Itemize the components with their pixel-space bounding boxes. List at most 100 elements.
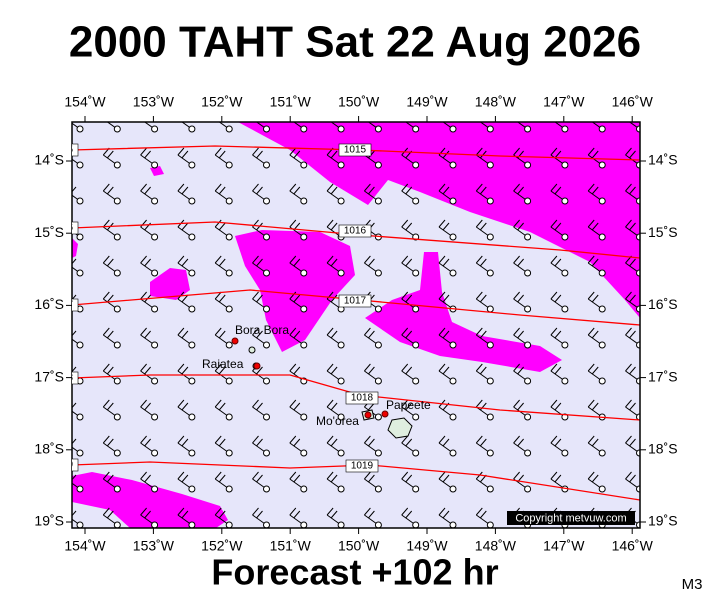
wind-station [449, 269, 457, 277]
isobar-label-box [338, 294, 372, 308]
lon-tick-label: 151˚W [270, 538, 312, 554]
lon-tick-label: 152˚W [201, 94, 243, 110]
wind-station [300, 269, 308, 277]
wind-station [225, 377, 233, 385]
lon-tick-label: 147˚W [543, 538, 585, 554]
wind-station [151, 377, 159, 385]
lat-tick-label: 19˚S [648, 513, 678, 529]
wind-station [225, 521, 233, 528]
wind-station [113, 377, 121, 385]
wind-station [300, 161, 308, 169]
lon-tick-label: 149˚W [406, 94, 448, 110]
island [387, 417, 413, 439]
wind-station [188, 161, 196, 169]
isobar-label: 1019 [351, 461, 374, 472]
wind-station [598, 341, 606, 349]
wind-station [524, 485, 532, 493]
wind-station [449, 449, 457, 457]
lon-tick-label: 150˚W [338, 538, 380, 554]
wind-station [337, 161, 345, 169]
wind-station [486, 161, 494, 169]
lat-tick-label: 15˚S [34, 224, 64, 240]
wind-station [337, 485, 345, 493]
copyright: Copyright metvuw.com [515, 512, 626, 524]
wind-station [188, 485, 196, 493]
precip-area [150, 268, 190, 300]
wind-station [449, 377, 457, 385]
wind-station [113, 305, 121, 313]
wind-station [598, 377, 606, 385]
wind-station [561, 233, 569, 241]
isobar-label-box [72, 371, 79, 385]
lon-tick-label: 147˚W [543, 94, 585, 110]
precip-area [235, 230, 355, 352]
wind-station [113, 521, 121, 528]
lon-tick-label: 146˚W [612, 94, 654, 110]
wind-station [151, 413, 159, 421]
islands [231, 337, 413, 439]
precip-area [72, 238, 78, 258]
isobar-label-box [345, 391, 379, 405]
wind-station [486, 521, 494, 528]
wind-station [486, 341, 494, 349]
place-marker [364, 411, 372, 419]
wind-station [263, 449, 270, 457]
place-marker [253, 362, 261, 370]
wind-station [374, 377, 382, 385]
lon-tick-label: 153˚W [133, 94, 175, 110]
wind-station [374, 521, 382, 528]
isobar-label-box [338, 143, 372, 157]
wind-station [598, 197, 606, 205]
lon-tick-label: 150˚W [338, 94, 380, 110]
wind-station [374, 125, 382, 133]
lat-tick-label: 18˚S [648, 441, 678, 457]
wind-station [524, 377, 532, 385]
wind-station [188, 125, 196, 133]
wind-station [76, 125, 84, 133]
wind-station [113, 197, 121, 205]
lon-tick-label: 146˚W [612, 538, 654, 554]
wind-station [412, 521, 420, 528]
wind-station [151, 197, 159, 205]
isobar-label: 1015 [51, 145, 74, 156]
lon-tick-label: 148˚W [475, 538, 517, 554]
wind-barbs [72, 122, 640, 528]
wind-station [524, 341, 532, 349]
lon-tick-label: 154˚W [64, 538, 106, 554]
wind-station [374, 305, 382, 313]
wind-station [486, 485, 494, 493]
isobar-label: 1016 [51, 223, 74, 234]
wind-station [151, 341, 159, 349]
wind-station [225, 485, 233, 493]
wind-station [225, 305, 233, 313]
isobar-label: 1017 [51, 300, 74, 311]
wind-station [524, 413, 532, 421]
wind-station [113, 269, 121, 277]
wind-station [486, 413, 494, 421]
wind-station [486, 449, 494, 457]
wind-station [374, 413, 382, 421]
isobar-label-box [345, 459, 379, 473]
wind-station [412, 197, 420, 205]
wind-station [225, 125, 233, 133]
place-marker [381, 410, 389, 418]
wind-station [188, 413, 196, 421]
title: 2000 TAHT Sat 22 Aug 2026 [69, 18, 641, 67]
wind-station [263, 413, 270, 421]
isobar-label: 1015 [344, 145, 367, 156]
isobar-label: 1018 [351, 393, 374, 404]
wind-station [412, 485, 420, 493]
isobar-label-box [72, 221, 79, 235]
wind-station [113, 125, 121, 133]
wind-station [76, 269, 84, 277]
wind-station [188, 521, 196, 528]
wind-station [151, 269, 159, 277]
wind-station [76, 521, 84, 528]
wind-station [263, 485, 270, 493]
wind-station [337, 449, 345, 457]
wind-station [598, 269, 606, 277]
lat-tick-label: 17˚S [648, 368, 678, 384]
wind-station [449, 125, 457, 133]
wind-station [300, 449, 308, 457]
